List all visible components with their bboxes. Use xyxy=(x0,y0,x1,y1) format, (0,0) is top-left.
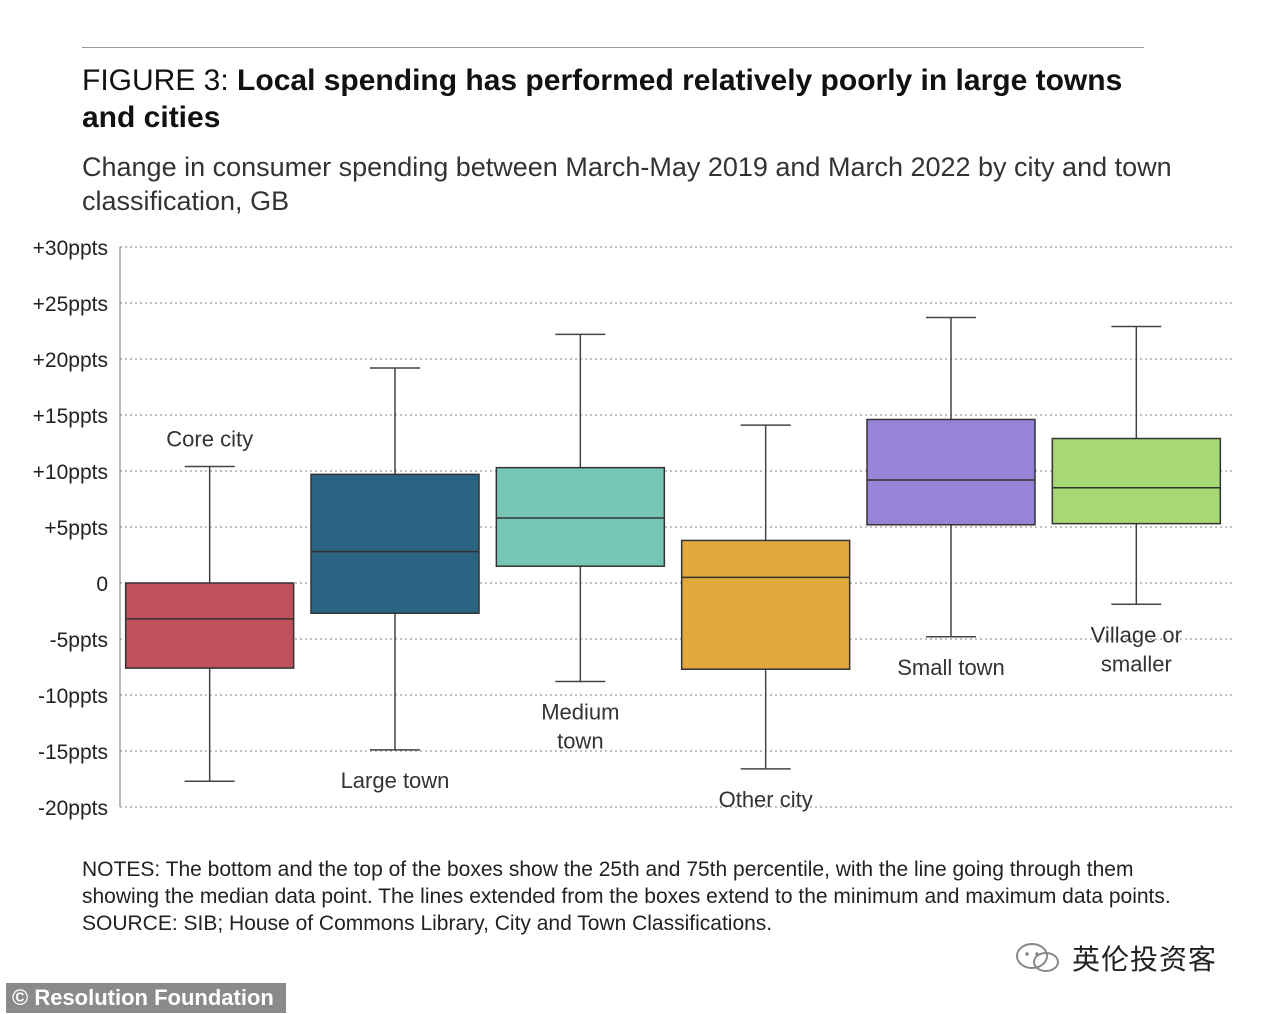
box-iqr xyxy=(680,539,851,670)
brand-badge: © Resolution Foundation xyxy=(6,983,286,1013)
y-tick-label: 0 xyxy=(96,573,108,596)
category-label: Small town xyxy=(897,655,1005,680)
y-tick-label: +30ppts xyxy=(33,237,108,260)
notes-block: NOTES: The bottom and the top of the box… xyxy=(82,856,1192,937)
figure-subtitle: Change in consumer spending between Marc… xyxy=(82,152,1172,216)
category-label: Core city xyxy=(166,427,253,452)
box-iqr xyxy=(310,473,480,614)
box-iqr xyxy=(1051,437,1222,525)
y-tick-label: -20ppts xyxy=(38,797,108,820)
box-iqr xyxy=(866,418,1036,526)
category-label: town xyxy=(557,729,603,754)
y-tick-label: -15ppts xyxy=(38,741,108,764)
box-group: Core city xyxy=(124,427,295,782)
title-text: Local spending has performed relatively … xyxy=(82,64,1123,134)
box-iqr xyxy=(124,582,295,669)
source-text: SOURCE: SIB; House of Commons Library, C… xyxy=(82,912,773,935)
category-label: smaller xyxy=(1101,651,1172,676)
y-tick-label: +15ppts xyxy=(33,405,108,428)
figure-title: FIGURE 3: Local spending has performed r… xyxy=(82,62,1162,136)
box-group: Small town xyxy=(866,316,1036,680)
category-label: Medium xyxy=(541,700,619,725)
box-group: Medium town xyxy=(495,333,666,754)
category-label: Village or xyxy=(1091,622,1182,647)
notes-text: NOTES: The bottom and the top of the box… xyxy=(82,858,1171,908)
box-group: Other city xyxy=(680,424,851,812)
y-tick-label: +10ppts xyxy=(33,461,108,484)
wechat-icon xyxy=(1016,943,1059,972)
box-iqr xyxy=(495,466,666,567)
y-tick-label: +25ppts xyxy=(33,293,108,316)
top-rule xyxy=(82,47,1144,48)
box-plot-chart: +30ppts +25ppts +20ppts +15ppts +10ppts +5ppt… xyxy=(33,237,1232,820)
y-tick-label: -5ppts xyxy=(50,629,108,652)
box-group: Village or smaller xyxy=(1051,325,1222,676)
box-group: Large town xyxy=(310,367,480,793)
y-tick-label: -10ppts xyxy=(38,685,108,708)
y-tick-label: +5ppts xyxy=(44,517,108,540)
watermark: 英伦投资客 xyxy=(1010,940,1217,976)
watermark-text: 英伦投资客 xyxy=(1072,944,1218,975)
category-label: Other city xyxy=(719,787,813,812)
y-tick-label: +20ppts xyxy=(33,349,108,372)
figure-label: FIGURE 3: xyxy=(82,64,229,97)
category-label: Large town xyxy=(341,768,450,793)
